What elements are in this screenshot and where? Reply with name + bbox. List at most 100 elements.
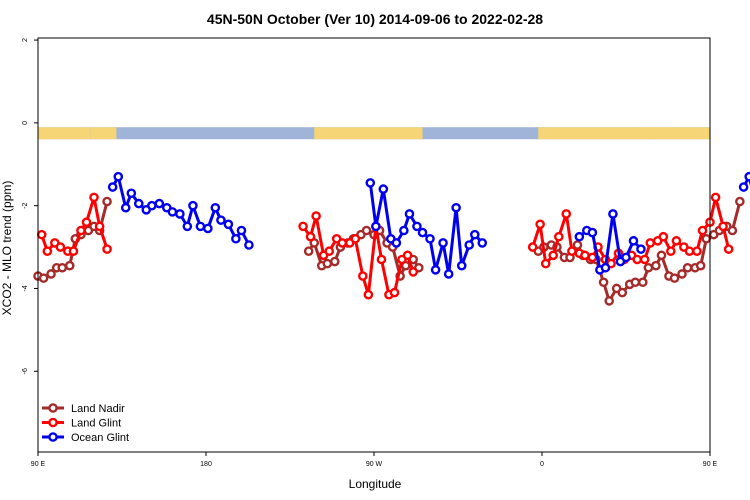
data-point xyxy=(357,271,368,281)
data-point xyxy=(554,231,564,242)
data-point xyxy=(46,269,56,279)
x-axis: 90 E 180 90 W 0 90 E xyxy=(31,452,718,468)
data-point xyxy=(361,225,372,236)
data-point xyxy=(365,178,376,188)
data-point xyxy=(133,198,144,209)
data-point xyxy=(567,246,577,257)
data-point xyxy=(430,265,441,275)
data-point xyxy=(408,267,419,277)
y-tick-label: -2 xyxy=(22,202,29,208)
data-point xyxy=(666,246,676,257)
data-point xyxy=(236,225,247,236)
series-land-glint xyxy=(36,192,734,300)
data-point xyxy=(438,238,448,248)
data-point xyxy=(203,223,213,234)
data-point xyxy=(684,246,695,257)
data-point xyxy=(417,227,428,238)
data-point xyxy=(723,244,734,254)
data-point xyxy=(57,262,68,273)
data-point xyxy=(527,242,538,252)
data-point xyxy=(298,221,308,232)
land-mask-segment xyxy=(90,127,117,140)
data-point xyxy=(692,246,702,257)
data-point xyxy=(643,262,654,273)
legend-marker xyxy=(48,432,58,442)
data-point xyxy=(744,171,750,182)
data-point xyxy=(682,262,693,273)
data-point xyxy=(638,277,648,288)
y-tick-label: -6 xyxy=(22,368,29,374)
y-tick-label: 2 xyxy=(22,38,29,42)
x-tick-label: 0 xyxy=(540,461,544,468)
data-point xyxy=(126,188,137,199)
data-point xyxy=(107,182,118,192)
data-point xyxy=(154,198,165,209)
data-point xyxy=(561,209,572,219)
data-point xyxy=(710,192,721,203)
data-point xyxy=(167,207,178,217)
x-tick-label: 90 E xyxy=(31,461,46,468)
data-point xyxy=(195,221,206,232)
y-tick-label: 0 xyxy=(22,121,29,125)
data-point xyxy=(617,287,628,298)
data-point xyxy=(175,209,185,219)
land-mask-segment xyxy=(654,127,710,140)
data-point xyxy=(81,217,92,228)
data-point xyxy=(402,250,413,261)
data-point xyxy=(669,273,680,283)
data-point xyxy=(658,231,669,242)
data-point xyxy=(399,225,409,236)
series-ocean-glint xyxy=(107,171,750,279)
data-point xyxy=(600,262,611,273)
x-tick-label: 90 W xyxy=(366,461,383,468)
data-point xyxy=(572,240,583,250)
data-point xyxy=(628,236,639,246)
data-point xyxy=(738,182,749,192)
data-point xyxy=(329,256,340,267)
land-mask-segment xyxy=(38,127,91,140)
x-tick-label: 180 xyxy=(200,461,212,468)
data-point xyxy=(102,196,112,207)
data-point xyxy=(451,202,461,213)
data-point xyxy=(636,244,646,254)
data-point xyxy=(38,273,49,283)
data-point xyxy=(651,260,661,271)
data-point xyxy=(244,240,254,250)
chart-title: 45N-50N October (Ver 10) 2014-09-06 to 2… xyxy=(207,11,543,27)
data-point xyxy=(443,269,454,279)
data-point xyxy=(322,258,333,269)
data-point xyxy=(378,184,389,194)
data-point xyxy=(113,171,124,182)
data-point xyxy=(389,287,400,298)
data-point xyxy=(718,221,728,232)
data-point xyxy=(695,260,706,271)
y-axis-label: XCO2 - MLO trend (ppm) xyxy=(0,181,14,316)
data-point xyxy=(371,221,381,232)
data-point xyxy=(303,246,314,257)
x-tick-label: 90 E xyxy=(703,461,718,468)
data-point xyxy=(598,277,609,288)
data-point xyxy=(216,215,226,225)
legend-marker xyxy=(48,417,58,428)
legend-label: Land Glint xyxy=(71,418,121,430)
data-point xyxy=(645,238,656,248)
data-point xyxy=(305,231,316,242)
data-point xyxy=(55,242,66,252)
data-point xyxy=(701,233,712,244)
data-point xyxy=(311,211,321,221)
land-mask-band xyxy=(38,127,710,140)
data-point xyxy=(210,202,221,213)
data-point xyxy=(42,246,53,257)
data-point xyxy=(469,229,480,240)
data-point xyxy=(656,250,667,261)
data-point xyxy=(735,196,745,207)
legend-label: Land Nadir xyxy=(71,403,125,415)
legend-label: Ocean Glint xyxy=(71,432,129,444)
legend-marker xyxy=(48,403,58,413)
data-point xyxy=(608,209,618,219)
data-point xyxy=(580,250,590,261)
land-mask-segment xyxy=(314,127,423,140)
data-point xyxy=(464,240,475,250)
